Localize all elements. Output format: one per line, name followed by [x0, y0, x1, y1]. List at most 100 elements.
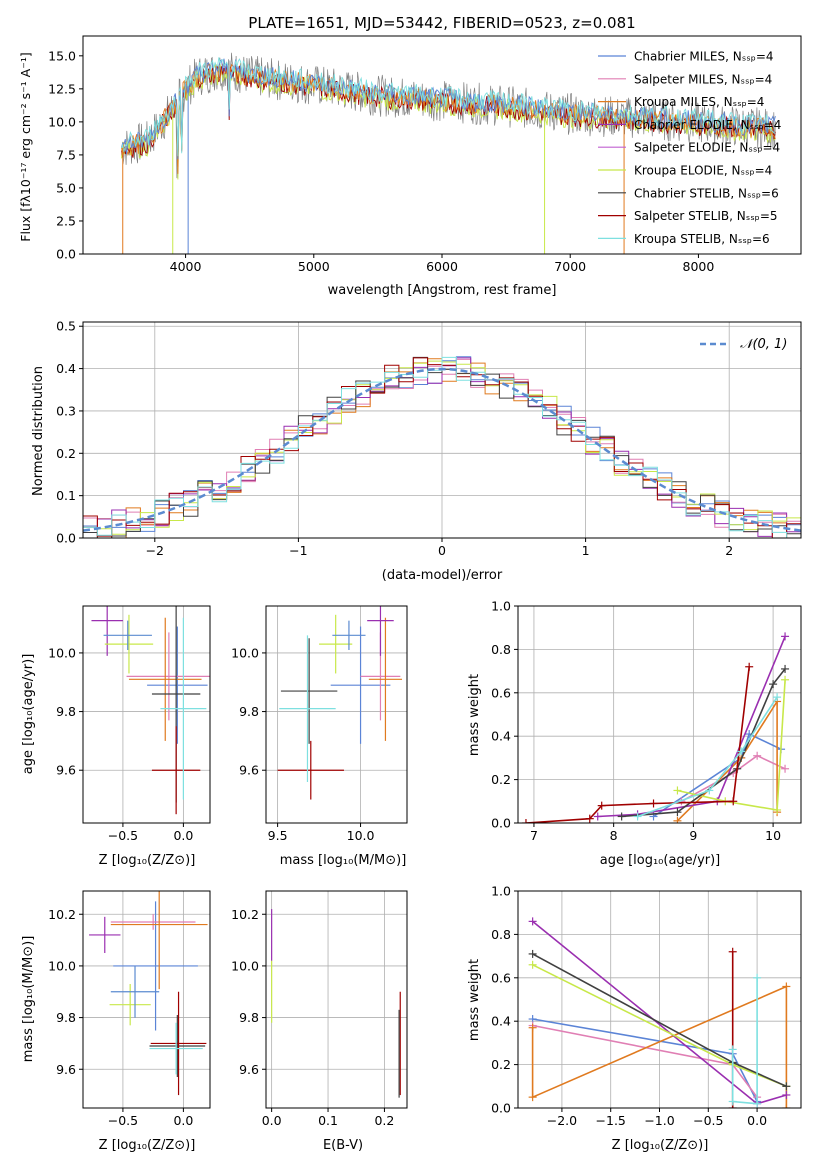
y-tick-label: 10.2 [48, 907, 76, 922]
kroupa-miles-errorbar [368, 617, 403, 741]
point-marker [528, 1093, 537, 1102]
axes-frame [265, 605, 408, 824]
point-marker [745, 662, 754, 671]
spectrum-title: PLATE=1651, MJD=53442, FIBERID=0523, z=0… [248, 14, 635, 32]
spectrum-lines [121, 52, 776, 254]
massweight-vs-age-xlabel: age [log₁₀(age/yr)] [600, 853, 721, 868]
point-marker [728, 947, 737, 956]
y-tick-label: 0.2 [56, 446, 76, 461]
x-tick-label: −0.5 [693, 1113, 723, 1128]
age-vs-metallicity-plot-area: −0.5 0.0 9.6 9.8 10.0 [48, 605, 211, 843]
point-marker [528, 960, 537, 969]
y-tick-label: 0.0 [56, 531, 76, 546]
gridlines [83, 322, 801, 539]
point-marker [753, 973, 762, 982]
kroupa-miles-errorbar [128, 617, 202, 741]
x-tick-label: 7 [530, 828, 538, 843]
gridlines [266, 891, 407, 1108]
x-tick-label: 0.2 [374, 1113, 394, 1128]
chabrier-stelib-errorbar [149, 1015, 206, 1077]
axes-frame [82, 605, 211, 824]
gridlines [83, 606, 210, 823]
salpeter-miles-errorbar [126, 632, 210, 721]
salpeter-miles-weight-line [681, 754, 786, 803]
point-marker [737, 747, 746, 756]
age-vs-metallicity-ylabel: age [log₁₀(age/yr)] [21, 654, 36, 775]
kroupa-stelib-weight-line [637, 696, 778, 818]
age-vs-mass-panel: 9.5 10.0 9.6 9.8 10.0 mass [log₁₀(M/M⊙)] [231, 605, 408, 868]
point-marker [585, 814, 594, 823]
legend-label: Chabrier ELODIE, Nₛₛₚ=4 [634, 118, 781, 132]
y-tick-label: 9.8 [239, 704, 259, 719]
spectrum-ylabel: Flux [fλ10⁻¹⁷ erg cm⁻² s⁻¹ A⁻¹] [18, 52, 33, 241]
point-marker [649, 799, 658, 808]
y-tick-label: 9.8 [56, 1010, 76, 1025]
y-tick-label: 0.3 [56, 403, 76, 418]
axes-frame [82, 321, 802, 539]
x-tick-label: 8000 [683, 259, 715, 274]
chabrier-elodie-errorbar [367, 606, 394, 656]
chabrier-miles-errorbar [147, 626, 208, 744]
salpeter-miles-errorbar [110, 914, 196, 930]
point-marker [781, 675, 790, 684]
kroupa-elodie-errorbar [109, 984, 151, 1026]
point-marker [528, 1023, 537, 1032]
x-tick-label: 0.0 [747, 1113, 767, 1128]
point-marker [673, 808, 682, 817]
y-tick-label: 9.6 [239, 1062, 259, 1077]
massweight-vs-metallicity-ylabel: mass weight [467, 959, 482, 1041]
residuals-plot-area: −2 −1 0 1 2 0.0 0.1 0.2 0.3 0.4 0.5 [56, 319, 802, 558]
y-tick-label: 0.5 [56, 319, 76, 334]
x-tick-label: 10.0 [347, 828, 375, 843]
y-tick-label: 9.6 [239, 763, 259, 778]
kroupa-stelib-errorbar [149, 1022, 203, 1075]
point-marker [773, 805, 782, 814]
y-tick-label: 0.2 [491, 772, 511, 787]
age-vs-mass-xlabel: mass [log₁₀(M/M⊙)] [280, 853, 407, 868]
legend-label: Kroupa MILES, Nₛₛₚ=4 [634, 95, 764, 109]
y-tick-label: 0.8 [491, 642, 511, 657]
point-marker [769, 680, 778, 689]
axes-frame [82, 35, 802, 255]
legend-label: Salpeter STELIB, Nₛₛₚ=5 [634, 209, 778, 223]
y-tick-label: 0.1 [56, 488, 76, 503]
kroupa-stelib-weight-line [731, 977, 758, 1105]
y-tick-label: 1.0 [491, 599, 511, 614]
x-tick-label: 0.1 [318, 1113, 338, 1128]
x-tick-label: 7000 [554, 259, 586, 274]
gaussian-curve [83, 367, 801, 532]
legend-label: Kroupa ELODIE, Nₛₛₚ=4 [634, 164, 772, 178]
x-tick-label: −1.0 [644, 1113, 674, 1128]
age-vs-metallicity-xlabel: Z [log₁₀(Z/Z⊙)] [99, 853, 196, 868]
gaussian-legend-label: 𝒩(0, 1) [740, 337, 787, 352]
y-tick-label: 2.5 [56, 213, 76, 228]
spectrum-xlabel: wavelength [Angstrom, rest frame] [328, 283, 557, 298]
residuals-xlabel: (data-model)/error [382, 568, 503, 583]
kroupa-stelib-model-line [121, 57, 776, 157]
axes-frame [265, 890, 408, 1109]
spectrum-legend: Chabrier MILES, Nₛₛₚ=4 Salpeter MILES, Nₛ… [598, 50, 781, 246]
point-marker [781, 764, 790, 773]
massweight-vs-age-ylabel: mass weight [467, 674, 482, 756]
axes-frame [517, 890, 802, 1109]
salpeter-miles-weight-line [532, 1024, 758, 1098]
kroupa-miles-errorbar [110, 891, 208, 990]
y-tick-label: 10.2 [231, 907, 259, 922]
weight-lines [521, 632, 790, 823]
kroupa-elodie-weight-line [677, 679, 786, 811]
point-marker [597, 801, 606, 810]
point-marker [521, 819, 530, 823]
massweight-vs-metallicity-panel: −2.0 −1.5 −1.0 −0.5 0.0 0.0 0.2 0.4 0.6 0.8 1.0 Z … [467, 884, 802, 1153]
y-tick-label: 0.8 [491, 927, 511, 942]
chabrier-elodie-errorbar [89, 916, 121, 953]
gaussian-errorbar [332, 620, 366, 650]
x-tick-label: −2.0 [547, 1113, 577, 1128]
mass-vs-metallicity-panel: −0.5 0.0 9.6 9.8 10.0 10.2 Z [log₁₀(Z/Z⊙)] ma… [21, 890, 211, 1153]
y-tick-label: 12.5 [48, 81, 76, 96]
y-tick-label: 5.0 [56, 180, 76, 195]
massweight-vs-age-plot-area: 7 8 9 10 0.0 0.2 0.4 0.6 0.8 1.0 [491, 599, 802, 843]
y-tick-label: 0.0 [491, 1101, 511, 1116]
errorbars [91, 606, 210, 815]
legend-label: Chabrier STELIB, Nₛₛₚ=6 [634, 186, 779, 200]
